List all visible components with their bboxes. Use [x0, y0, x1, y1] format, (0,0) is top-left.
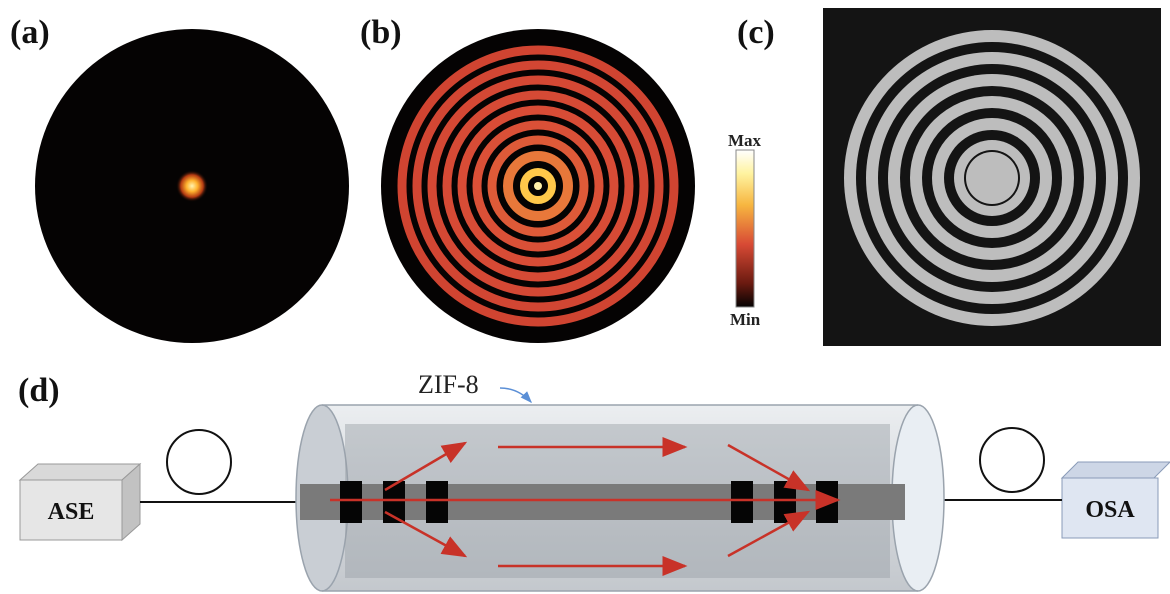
- colorbar-max-label: Max: [728, 131, 762, 150]
- zif8-label: ZIF-8: [418, 370, 479, 399]
- osa-box: OSA: [1060, 461, 1170, 539]
- mode-pattern-a: [35, 29, 349, 343]
- binary-pattern-c: [823, 8, 1161, 346]
- ase-box: ASE: [18, 462, 142, 542]
- panel-label-a: (a): [10, 14, 50, 51]
- mode-pattern-b: [381, 29, 695, 343]
- zif8-pointer: [499, 387, 533, 404]
- colorbar-min-label: Min: [730, 310, 761, 329]
- panel-label-c: (c): [737, 14, 775, 51]
- panel-label-d: (d): [18, 372, 60, 409]
- light-path-arrows: [330, 437, 841, 576]
- panel-label-b: (b): [360, 14, 402, 51]
- ase-label: ASE: [48, 499, 95, 525]
- osa-label: OSA: [1085, 497, 1135, 523]
- grating-right: [731, 481, 838, 523]
- colorbar: [735, 149, 755, 308]
- input-fiber: [140, 429, 300, 503]
